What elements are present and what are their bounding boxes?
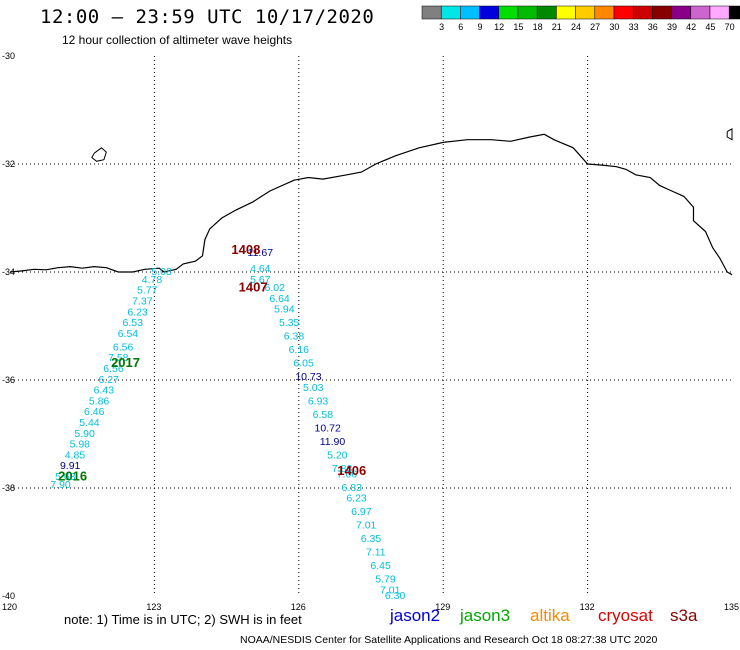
satellite-legend-jason2: jason2	[390, 606, 441, 625]
colorbar-label: 12	[494, 22, 505, 32]
colorbar-swatch	[728, 5, 740, 20]
wave-height-label: 6.16	[289, 344, 310, 356]
wave-height-colorbar	[421, 5, 740, 20]
wave-height-label: 10.72	[315, 422, 341, 434]
wave-height-label: 6.23	[127, 306, 148, 318]
latitude-tick-label: -32	[2, 159, 16, 169]
satellite-legend-s3a: s3a	[670, 606, 698, 625]
wave-height-label: 6.56	[113, 341, 134, 353]
wave-height-label: 4.78	[142, 274, 163, 286]
wave-height-label: 9.91	[60, 460, 81, 472]
wave-height-label: 6.97	[351, 506, 372, 518]
wave-height-label: 5.90	[74, 428, 95, 440]
wave-height-label: 5.79	[375, 574, 396, 586]
wave-height-label: 7.58	[108, 352, 129, 364]
wave-height-label: 7.11	[366, 547, 386, 559]
colorbar-label: 33	[628, 22, 639, 32]
wave-height-label: 5.03	[303, 382, 324, 394]
wave-height-label: 7.01	[380, 584, 401, 596]
footer-credit: NOAA/NESDIS Center for Satellite Applica…	[240, 634, 658, 646]
wave-height-label: 6.45	[370, 560, 391, 572]
wave-height-label: 5.35	[279, 317, 300, 329]
satellite-legend-jason3: jason3	[460, 606, 511, 625]
wave-height-label: 4.85	[65, 449, 86, 461]
latitude-tick-label: -34	[2, 267, 16, 277]
wave-height-label: 4.64	[250, 263, 271, 275]
longitude-tick-label: 120	[2, 602, 18, 612]
coastline	[9, 133, 733, 276]
page-subtitle: 12 hour collection of altimeter wave hei…	[62, 33, 293, 47]
wave-height-label: 6.30	[385, 590, 406, 602]
colorbar-label: 18	[532, 22, 543, 32]
page-title: 12:00 – 23:59 UTC 10/17/2020	[40, 6, 375, 28]
track-pass-label: 2017	[111, 355, 140, 370]
wave-height-label: 6.46	[84, 406, 105, 418]
wave-height-label: 11.67	[248, 247, 274, 259]
colorbar-label: 42	[686, 22, 697, 32]
wave-height-label: 6.23	[346, 493, 367, 505]
wave-height-label: 6.27	[98, 374, 119, 386]
footer-note: note: 1) Time is in UTC; 2) SWH is in fe…	[64, 612, 302, 627]
wave-height-label: 10.73	[295, 371, 321, 383]
wave-height-label: 7.37	[132, 295, 153, 307]
wave-height-label: 5.44	[79, 417, 100, 429]
latitude-tick-label: -38	[2, 483, 16, 493]
colorbar-label: 36	[647, 22, 658, 32]
colorbar-label: 21	[551, 22, 562, 32]
island-outline-1	[726, 128, 733, 141]
wave-height-label: 6.54	[118, 328, 139, 340]
wave-height-label: 6.58	[313, 409, 334, 421]
wave-height-label: 5.08	[151, 266, 172, 278]
wave-height-label: 6.56	[103, 363, 124, 375]
wave-height-label: 6.35	[361, 533, 382, 545]
latitude-tick-label: -30	[2, 51, 16, 61]
wave-height-label: 5.20	[327, 449, 348, 461]
wave-height-label: 6.38	[284, 331, 305, 343]
wave-height-label: 5.67	[250, 274, 271, 286]
wave-height-label: 7.90	[50, 479, 71, 491]
satellite-legend-cryosat: cryosat	[598, 606, 653, 625]
wave-height-label: 11.90	[320, 436, 346, 448]
colorbar-label: 27	[590, 22, 601, 32]
colorbar-label: 9	[477, 22, 483, 32]
wave-height-label: 7.06	[337, 468, 358, 480]
longitude-tick-label: 123	[146, 602, 162, 612]
track-pass-label: 2016	[58, 469, 87, 484]
wave-height-label: 6.02	[265, 282, 286, 294]
wave-height-label: 5.86	[89, 395, 110, 407]
colorbar-label: 39	[666, 22, 677, 32]
wave-height-label: 6.05	[293, 358, 314, 370]
colorbar-label: 24	[570, 22, 581, 32]
colorbar-label: 70	[724, 22, 735, 32]
island-outline-0	[91, 147, 107, 162]
colorbar-label: 30	[609, 22, 620, 32]
wave-height-label: 6.43	[94, 385, 115, 397]
wave-height-label: 5.63	[55, 471, 76, 483]
latitude-tick-label: -36	[2, 375, 16, 385]
wave-height-label: 7.01	[356, 520, 377, 532]
longitude-tick-label: 135	[724, 602, 740, 612]
latitude-tick-label: -40	[2, 591, 16, 601]
longitude-tick-label: 126	[290, 602, 306, 612]
wave-height-label: 6.83	[342, 482, 363, 494]
longitude-tick-label: 132	[579, 602, 595, 612]
colorbar-label: 45	[705, 22, 716, 32]
wave-height-label: 6.93	[308, 395, 329, 407]
wave-height-label: 7.88	[332, 463, 353, 475]
track-pass-label: 1406	[337, 463, 366, 478]
colorbar-label: 6	[458, 22, 464, 32]
satellite-legend-altika: altika	[530, 606, 570, 625]
longitude-tick-label: 129	[435, 602, 451, 612]
wave-height-label: 5.98	[70, 439, 91, 451]
wave-height-label: 6.64	[269, 293, 290, 305]
track-pass-label: 1408	[231, 242, 260, 257]
wave-height-label: 5.94	[274, 304, 295, 316]
track-pass-label: 1407	[239, 280, 268, 295]
colorbar-label: 3	[439, 22, 445, 32]
wave-height-label: 5.77	[137, 285, 158, 297]
colorbar-label: 15	[513, 22, 524, 32]
wave-height-label: 6.53	[123, 317, 144, 329]
